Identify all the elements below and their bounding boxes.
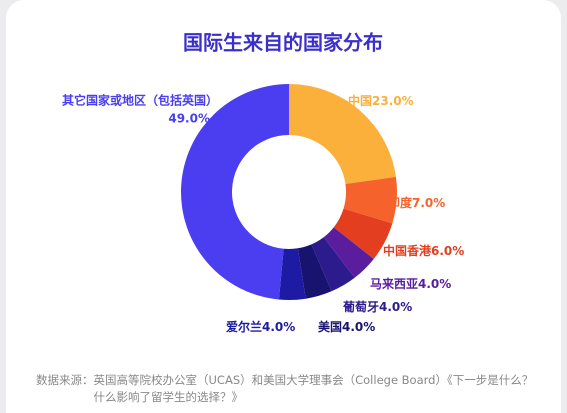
donut-segment	[311, 237, 355, 292]
value-label: 49.0%	[168, 112, 210, 126]
category-name: 中国	[348, 93, 372, 108]
value-label: 6.0%	[431, 244, 464, 258]
category-name: 爱尔兰	[226, 319, 262, 334]
source-label: 数据来源：	[36, 373, 94, 387]
source-note: 数据来源： 英国高等院校办公室（UCAS）和美国大学理事会（College Bo…	[36, 372, 536, 406]
source-text: 英国高等院校办公室（UCAS）和美国大学理事会（College Board）《下…	[93, 373, 534, 404]
category-name: 葡萄牙	[342, 299, 379, 314]
donut-segment	[181, 84, 289, 300]
donut-segment	[278, 248, 306, 300]
value-label: 4.0%	[342, 320, 375, 334]
card	[6, 0, 561, 413]
category-name: 美国	[318, 319, 342, 334]
segment-label: 中国香港6.0%	[383, 243, 464, 258]
segment-label: 印度7.0%	[388, 195, 445, 210]
value-label: 23.0%	[372, 94, 414, 108]
category-name: 印度	[388, 195, 413, 210]
donut-segment	[343, 176, 397, 224]
value-label: 7.0%	[412, 196, 445, 210]
segment-label: 美国4.0%	[318, 319, 375, 334]
segment-label: 爱尔兰4.0%	[226, 319, 295, 334]
donut-segment	[289, 84, 396, 185]
segment-label: 其它国家或地区（包括英国）	[62, 93, 218, 108]
donut-segment	[333, 208, 393, 259]
value-label: 4.0%	[262, 320, 295, 334]
category-name: 马来西亚	[370, 276, 418, 291]
value-label: 4.0%	[418, 277, 451, 291]
value-label: 4.0%	[379, 300, 412, 314]
donut-segment	[323, 227, 374, 278]
category-name: 中国香港	[383, 243, 432, 258]
segment-label: 葡萄牙4.0%	[342, 299, 412, 314]
segment-label: 马来西亚4.0%	[370, 276, 451, 291]
donut-segment	[297, 244, 332, 299]
chart-title: 国际生来自的国家分布	[183, 31, 383, 55]
segment-label: 中国23.0%	[348, 93, 414, 108]
